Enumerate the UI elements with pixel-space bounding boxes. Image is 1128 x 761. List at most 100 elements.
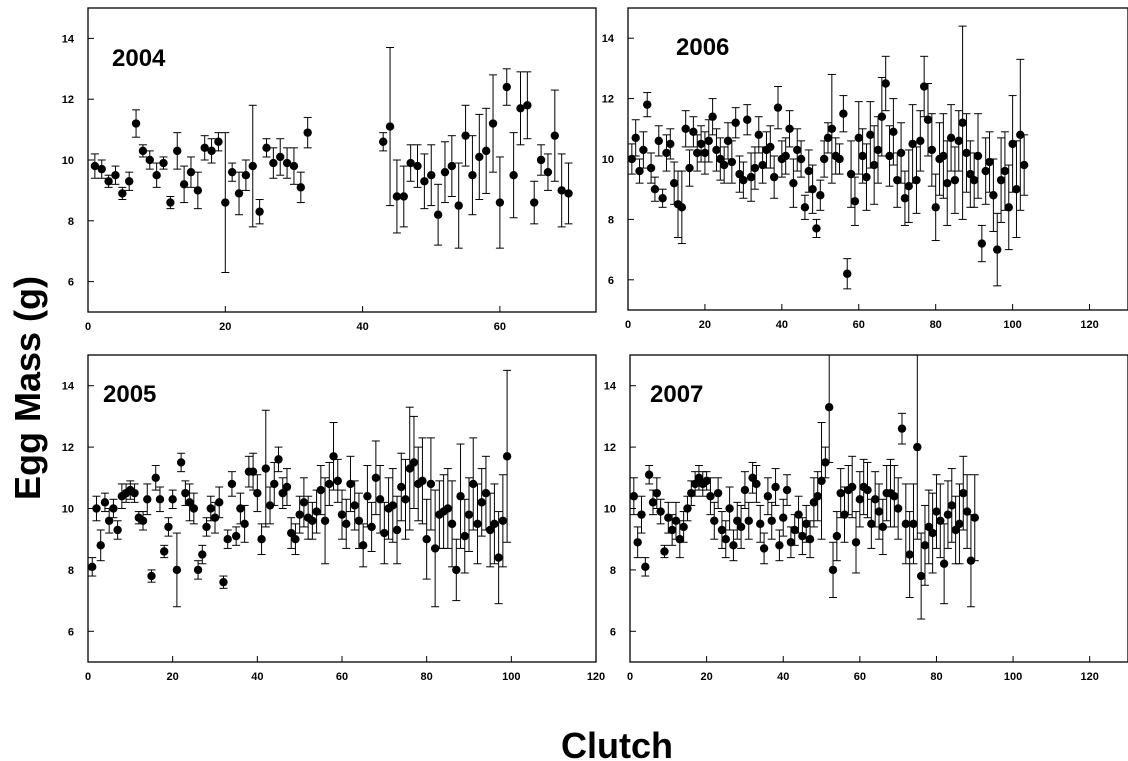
data-point: [231, 531, 241, 541]
data-point: [800, 203, 810, 212]
x-tick-label: 80: [421, 671, 433, 683]
data-point: [969, 175, 979, 185]
data-point: [866, 130, 875, 140]
data-point: [989, 191, 998, 200]
data-point: [179, 180, 189, 189]
data-point: [481, 488, 491, 498]
data-point: [936, 516, 945, 525]
data-point: [675, 535, 684, 544]
data-point: [460, 531, 469, 541]
x-tick-label: 40: [777, 671, 789, 683]
data-point: [694, 473, 704, 482]
data-point: [959, 488, 968, 498]
data-point: [664, 513, 673, 522]
data-point: [392, 192, 402, 201]
data-points: [630, 355, 979, 620]
data-point: [909, 519, 918, 529]
data-point: [111, 171, 120, 180]
data-point: [850, 197, 860, 206]
data-point: [160, 547, 169, 556]
data-point: [713, 488, 723, 498]
data-point: [287, 528, 296, 538]
data-point: [454, 201, 463, 210]
data-point: [221, 198, 230, 207]
data-point: [867, 519, 876, 529]
data-point: [485, 525, 495, 535]
data-point: [430, 544, 440, 553]
data-point: [200, 143, 209, 153]
data-points: [628, 25, 1029, 290]
y-tick-label: 10: [62, 155, 74, 167]
data-point: [966, 169, 975, 179]
data-point: [951, 525, 960, 535]
data-point: [427, 171, 436, 180]
data-point: [90, 161, 100, 171]
data-point: [261, 464, 270, 473]
data-point: [145, 155, 154, 165]
data-point: [630, 492, 639, 501]
data-point: [727, 157, 737, 167]
data-point: [399, 192, 408, 201]
data-point: [227, 167, 237, 177]
y-tick-label: 8: [68, 565, 74, 577]
data-point: [159, 158, 168, 168]
data-point: [96, 541, 105, 550]
data-point: [687, 488, 696, 498]
x-tick-label: 40: [776, 319, 788, 331]
data-point: [740, 485, 750, 495]
data-point: [168, 495, 177, 504]
data-point: [633, 538, 642, 547]
y-tick-label: 10: [604, 504, 616, 516]
data-point: [847, 482, 857, 492]
data-point: [422, 535, 431, 544]
data-point: [176, 458, 186, 467]
data-point: [796, 154, 806, 164]
data-point: [927, 145, 937, 155]
data-point: [186, 167, 196, 177]
data-point: [447, 161, 457, 171]
data-point: [147, 571, 156, 581]
data-point: [719, 160, 729, 170]
data-point: [644, 470, 654, 479]
data-point: [689, 127, 698, 137]
data-point: [380, 528, 389, 538]
y-tick-label: 10: [602, 154, 614, 166]
x-tick-label: 60: [336, 671, 348, 683]
x-tick-label: 0: [625, 319, 631, 331]
data-point: [900, 194, 910, 203]
data-point: [185, 498, 194, 507]
data-point: [155, 495, 165, 504]
data-point: [750, 163, 760, 173]
data-point: [716, 154, 725, 164]
data-point: [962, 507, 972, 516]
data-points: [90, 47, 573, 273]
x-tick-label: 100: [1003, 319, 1021, 331]
data-point: [823, 133, 833, 143]
y-tick-label: 6: [68, 626, 74, 638]
data-point: [452, 565, 461, 575]
data-point: [248, 467, 258, 476]
data-point: [405, 464, 414, 473]
data-point: [825, 402, 834, 412]
x-tick-label: 120: [1081, 671, 1099, 683]
data-point: [955, 519, 964, 529]
data-points: [88, 369, 512, 608]
data-point: [420, 177, 429, 186]
data-point: [206, 504, 215, 513]
x-tick-label: 40: [356, 321, 368, 333]
data-point: [628, 154, 637, 164]
x-tick-label: 20: [167, 671, 179, 683]
data-point: [947, 501, 956, 510]
data-point: [854, 133, 863, 143]
data-point: [662, 148, 671, 158]
x-axis-label: Clutch: [561, 725, 673, 761]
data-point: [104, 177, 113, 186]
data-point: [858, 151, 867, 161]
data-point: [363, 492, 372, 501]
data-point: [354, 516, 364, 525]
data-point: [475, 152, 484, 162]
data-point: [656, 507, 665, 516]
data-point: [490, 519, 499, 529]
data-point: [993, 245, 1002, 254]
data-point: [173, 146, 182, 156]
